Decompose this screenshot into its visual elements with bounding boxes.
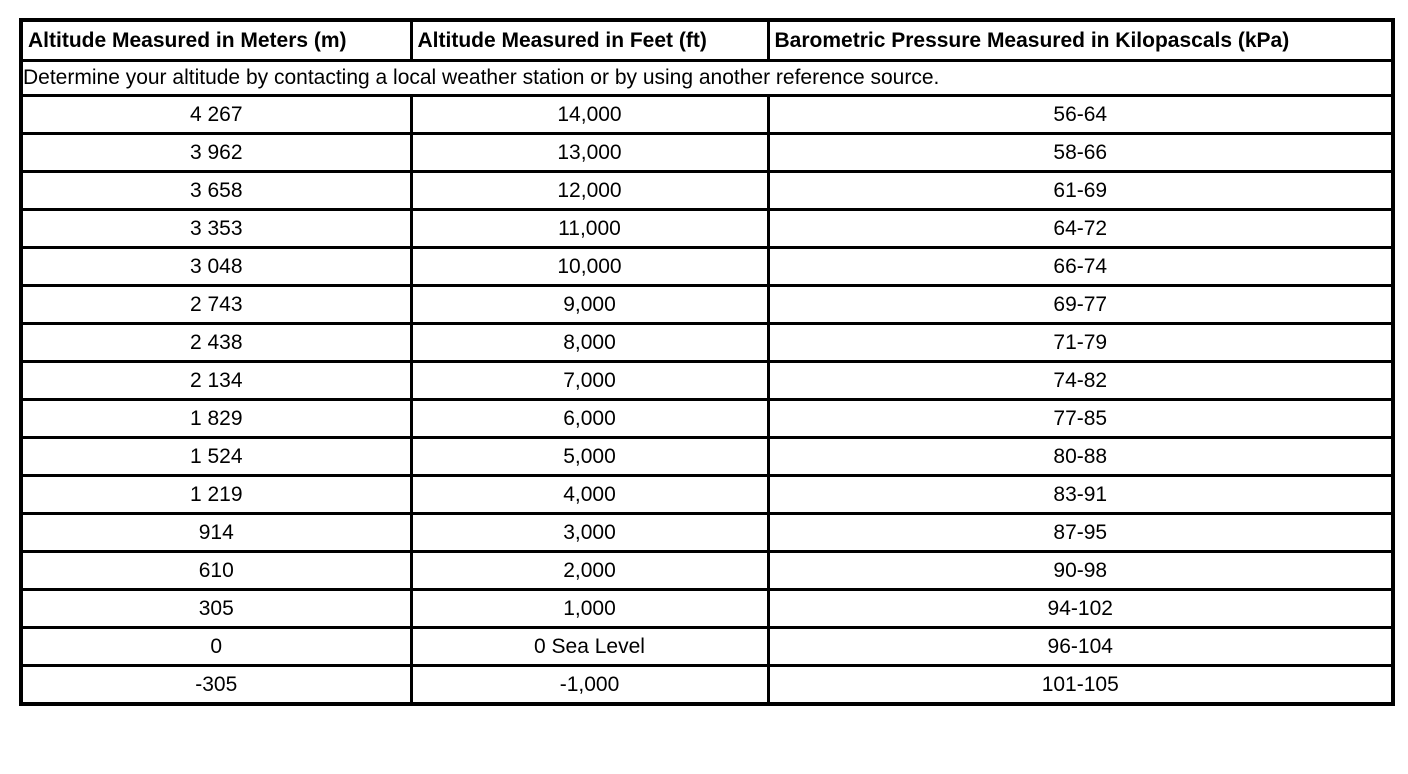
feet-cell: 12,000 xyxy=(409,170,770,211)
meters-cell: 1 219 xyxy=(19,474,413,515)
pressure-cell: 56-64 xyxy=(766,94,1395,135)
pressure-cell: 77-85 xyxy=(766,398,1395,439)
header-altitude-meters: Altitude Measured in Meters (m) xyxy=(19,18,413,62)
pressure-cell: 66-74 xyxy=(766,246,1395,287)
table-row: 305 1,000 94-102 xyxy=(19,588,1395,629)
feet-cell: 3,000 xyxy=(409,512,770,553)
feet-cell: 7,000 xyxy=(409,360,770,401)
meters-cell: -305 xyxy=(19,664,413,706)
table-row: 610 2,000 90-98 xyxy=(19,550,1395,591)
pressure-cell: 94-102 xyxy=(766,588,1395,629)
meters-cell: 914 xyxy=(19,512,413,553)
table-row: 2 438 8,000 71-79 xyxy=(19,322,1395,363)
pressure-cell: 90-98 xyxy=(766,550,1395,591)
meters-cell: 1 829 xyxy=(19,398,413,439)
note-cell: Determine your altitude by contacting a … xyxy=(19,59,1395,97)
meters-cell: 0 xyxy=(19,626,413,667)
pressure-cell: 74-82 xyxy=(766,360,1395,401)
pressure-cell: 64-72 xyxy=(766,208,1395,249)
table-row: -305 -1,000 101-105 xyxy=(19,664,1395,706)
header-barometric-pressure: Barometric Pressure Measured in Kilopasc… xyxy=(766,18,1395,62)
note-row: Determine your altitude by contacting a … xyxy=(19,59,1395,97)
meters-cell: 610 xyxy=(19,550,413,591)
feet-cell: 8,000 xyxy=(409,322,770,363)
table-row: 2 134 7,000 74-82 xyxy=(19,360,1395,401)
table-row: 3 962 13,000 58-66 xyxy=(19,132,1395,173)
meters-cell: 3 353 xyxy=(19,208,413,249)
header-altitude-feet: Altitude Measured in Feet (ft) xyxy=(409,18,770,62)
feet-cell: 10,000 xyxy=(409,246,770,287)
meters-cell: 2 438 xyxy=(19,322,413,363)
feet-cell: 2,000 xyxy=(409,550,770,591)
pressure-cell: 83-91 xyxy=(766,474,1395,515)
pressure-cell: 69-77 xyxy=(766,284,1395,325)
table-row: 3 353 11,000 64-72 xyxy=(19,208,1395,249)
feet-cell: -1,000 xyxy=(409,664,770,706)
pressure-cell: 101-105 xyxy=(766,664,1395,706)
altitude-pressure-table: Altitude Measured in Meters (m) Altitude… xyxy=(19,18,1395,706)
meters-cell: 4 267 xyxy=(19,94,413,135)
table-row: 1 829 6,000 77-85 xyxy=(19,398,1395,439)
feet-cell: 4,000 xyxy=(409,474,770,515)
meters-cell: 1 524 xyxy=(19,436,413,477)
altitude-pressure-table-container: Altitude Measured in Meters (m) Altitude… xyxy=(19,18,1395,706)
feet-cell: 1,000 xyxy=(409,588,770,629)
meters-cell: 3 962 xyxy=(19,132,413,173)
pressure-cell: 71-79 xyxy=(766,322,1395,363)
table-row: 914 3,000 87-95 xyxy=(19,512,1395,553)
pressure-cell: 80-88 xyxy=(766,436,1395,477)
pressure-cell: 58-66 xyxy=(766,132,1395,173)
meters-cell: 2 134 xyxy=(19,360,413,401)
meters-cell: 305 xyxy=(19,588,413,629)
header-row: Altitude Measured in Meters (m) Altitude… xyxy=(19,18,1395,62)
meters-cell: 3 048 xyxy=(19,246,413,287)
feet-cell: 5,000 xyxy=(409,436,770,477)
feet-cell: 0 Sea Level xyxy=(409,626,770,667)
feet-cell: 6,000 xyxy=(409,398,770,439)
table-row: 1 219 4,000 83-91 xyxy=(19,474,1395,515)
table-row: 3 658 12,000 61-69 xyxy=(19,170,1395,211)
pressure-cell: 96-104 xyxy=(766,626,1395,667)
pressure-cell: 61-69 xyxy=(766,170,1395,211)
feet-cell: 14,000 xyxy=(409,94,770,135)
table-row: 1 524 5,000 80-88 xyxy=(19,436,1395,477)
table-row: 3 048 10,000 66-74 xyxy=(19,246,1395,287)
pressure-cell: 87-95 xyxy=(766,512,1395,553)
table-row: 4 267 14,000 56-64 xyxy=(19,94,1395,135)
feet-cell: 13,000 xyxy=(409,132,770,173)
table-row: 2 743 9,000 69-77 xyxy=(19,284,1395,325)
meters-cell: 2 743 xyxy=(19,284,413,325)
table-row: 0 0 Sea Level 96-104 xyxy=(19,626,1395,667)
feet-cell: 9,000 xyxy=(409,284,770,325)
feet-cell: 11,000 xyxy=(409,208,770,249)
meters-cell: 3 658 xyxy=(19,170,413,211)
